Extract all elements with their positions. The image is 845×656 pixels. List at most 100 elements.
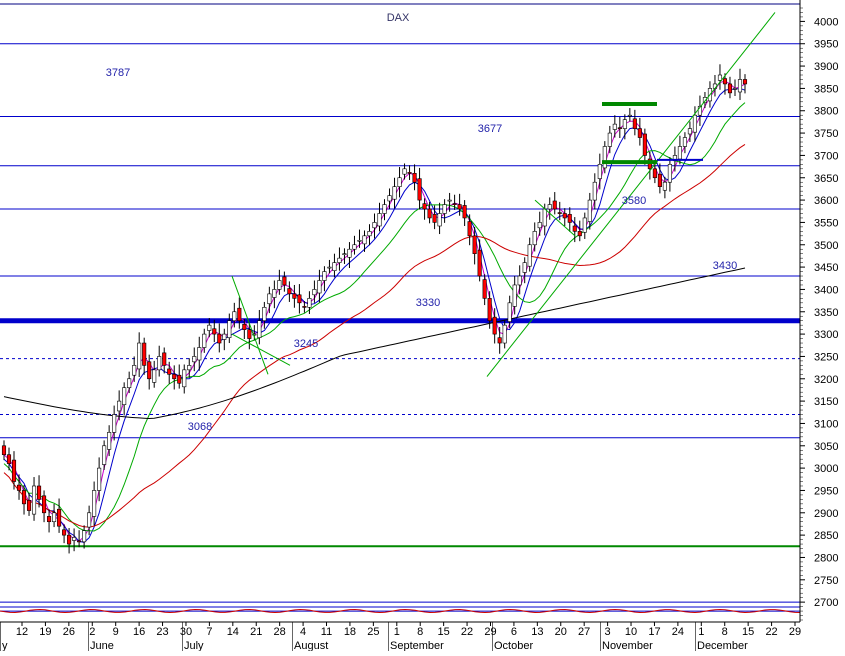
candle-body: [187, 365, 192, 371]
candle-body: [352, 244, 357, 250]
candle-body: [302, 306, 307, 308]
candle-body: [82, 530, 87, 543]
candle-body: [152, 369, 157, 383]
candle-body: [87, 512, 92, 528]
candle-body: [237, 307, 242, 322]
candle-body: [527, 244, 532, 267]
candle-body: [102, 445, 107, 465]
y-tick-label: 3200: [814, 374, 838, 386]
candle-body: [367, 231, 372, 237]
candle-body: [342, 253, 347, 255]
month-label: December: [697, 640, 748, 651]
month-label: September: [390, 640, 444, 651]
month-label: y: [2, 640, 8, 651]
candle-body: [737, 79, 743, 93]
candle-body: [472, 235, 477, 254]
x-tick-label: 8: [417, 626, 423, 638]
x-tick-label: 13: [531, 626, 543, 638]
candle-body: [447, 199, 452, 202]
candle-body: [617, 127, 622, 130]
candle-body: [692, 114, 697, 133]
candle-body: [362, 235, 367, 245]
candle-body: [407, 172, 412, 174]
candle-body: [512, 284, 517, 307]
candle-body: [542, 208, 547, 227]
candle-body: [697, 105, 702, 116]
x-tick-label: 16: [133, 626, 145, 638]
candle-body: [92, 490, 97, 517]
candle-body: [372, 222, 377, 229]
ma-long-line: [3, 143, 746, 528]
candle-body: [592, 181, 597, 201]
candle-body: [272, 289, 277, 298]
candle-body: [662, 181, 667, 191]
candle-body: [537, 222, 542, 229]
ma-200-line: [3, 267, 746, 420]
level-label: 3580: [622, 195, 646, 207]
candle-body: [562, 213, 567, 219]
candle-body: [722, 78, 728, 85]
candle-body: [532, 231, 537, 246]
candle-body: [677, 146, 682, 160]
y-tick-label: 3300: [814, 329, 838, 341]
x-tick-label: 28: [274, 626, 286, 638]
candle-body: [732, 88, 738, 90]
candle-body: [107, 432, 112, 450]
y-tick-label: 3550: [814, 217, 838, 229]
y-tick-label: 2900: [814, 508, 838, 520]
x-tick-label: 29: [484, 626, 496, 638]
x-tick-label: 17: [648, 626, 660, 638]
candle-body: [442, 204, 447, 214]
candle-body: [642, 133, 647, 156]
candle-body: [482, 279, 487, 299]
candle-body: [297, 294, 302, 304]
x-tick-label: 24: [672, 626, 684, 638]
month-label: November: [602, 640, 653, 651]
candle-body: [412, 172, 417, 183]
level-label: 3245: [294, 338, 318, 350]
candle-body: [26, 499, 32, 511]
y-tick-label: 3350: [814, 307, 838, 319]
y-tick-label: 3650: [814, 173, 838, 185]
candle-body: [157, 356, 162, 371]
candle-body: [252, 333, 257, 336]
candle-body: [687, 128, 692, 135]
candle-body: [42, 495, 47, 514]
candle-body: [67, 534, 72, 545]
month-label: October: [494, 640, 533, 651]
y-tick-label: 3000: [814, 463, 838, 475]
candle-body: [277, 280, 282, 290]
candle-body: [192, 356, 197, 363]
trend-line: [486, 12, 776, 377]
candle-body: [327, 266, 332, 269]
candle-body: [432, 214, 437, 223]
x-tick-label: 2: [89, 626, 95, 638]
candle-body: [57, 508, 62, 527]
candle-body: [437, 213, 442, 227]
candle-body: [422, 203, 427, 210]
candle-body: [222, 333, 227, 340]
candle-body: [172, 374, 177, 380]
y-tick-label: 3500: [814, 240, 838, 252]
x-tick-label: 30: [180, 626, 192, 638]
month-label: June: [90, 640, 114, 651]
candle-body: [212, 328, 217, 335]
candle-body: [322, 271, 327, 281]
candle-body: [507, 302, 512, 322]
candle-body: [142, 342, 147, 366]
y-tick-label: 2950: [814, 485, 838, 497]
candle-body: [127, 378, 132, 389]
candle-body: [727, 83, 733, 94]
level-label: 3430: [713, 260, 737, 272]
candle-body: [21, 490, 27, 505]
candle-body: [667, 164, 672, 183]
candle-body: [36, 485, 42, 500]
x-tick-label: 1: [698, 626, 704, 638]
candle-body: [497, 337, 502, 344]
candle-body: [122, 387, 127, 405]
y-tick-label: 2850: [814, 530, 838, 542]
candle-body: [262, 306, 267, 322]
candle-body: [6, 454, 12, 464]
candle-body: [632, 118, 637, 129]
